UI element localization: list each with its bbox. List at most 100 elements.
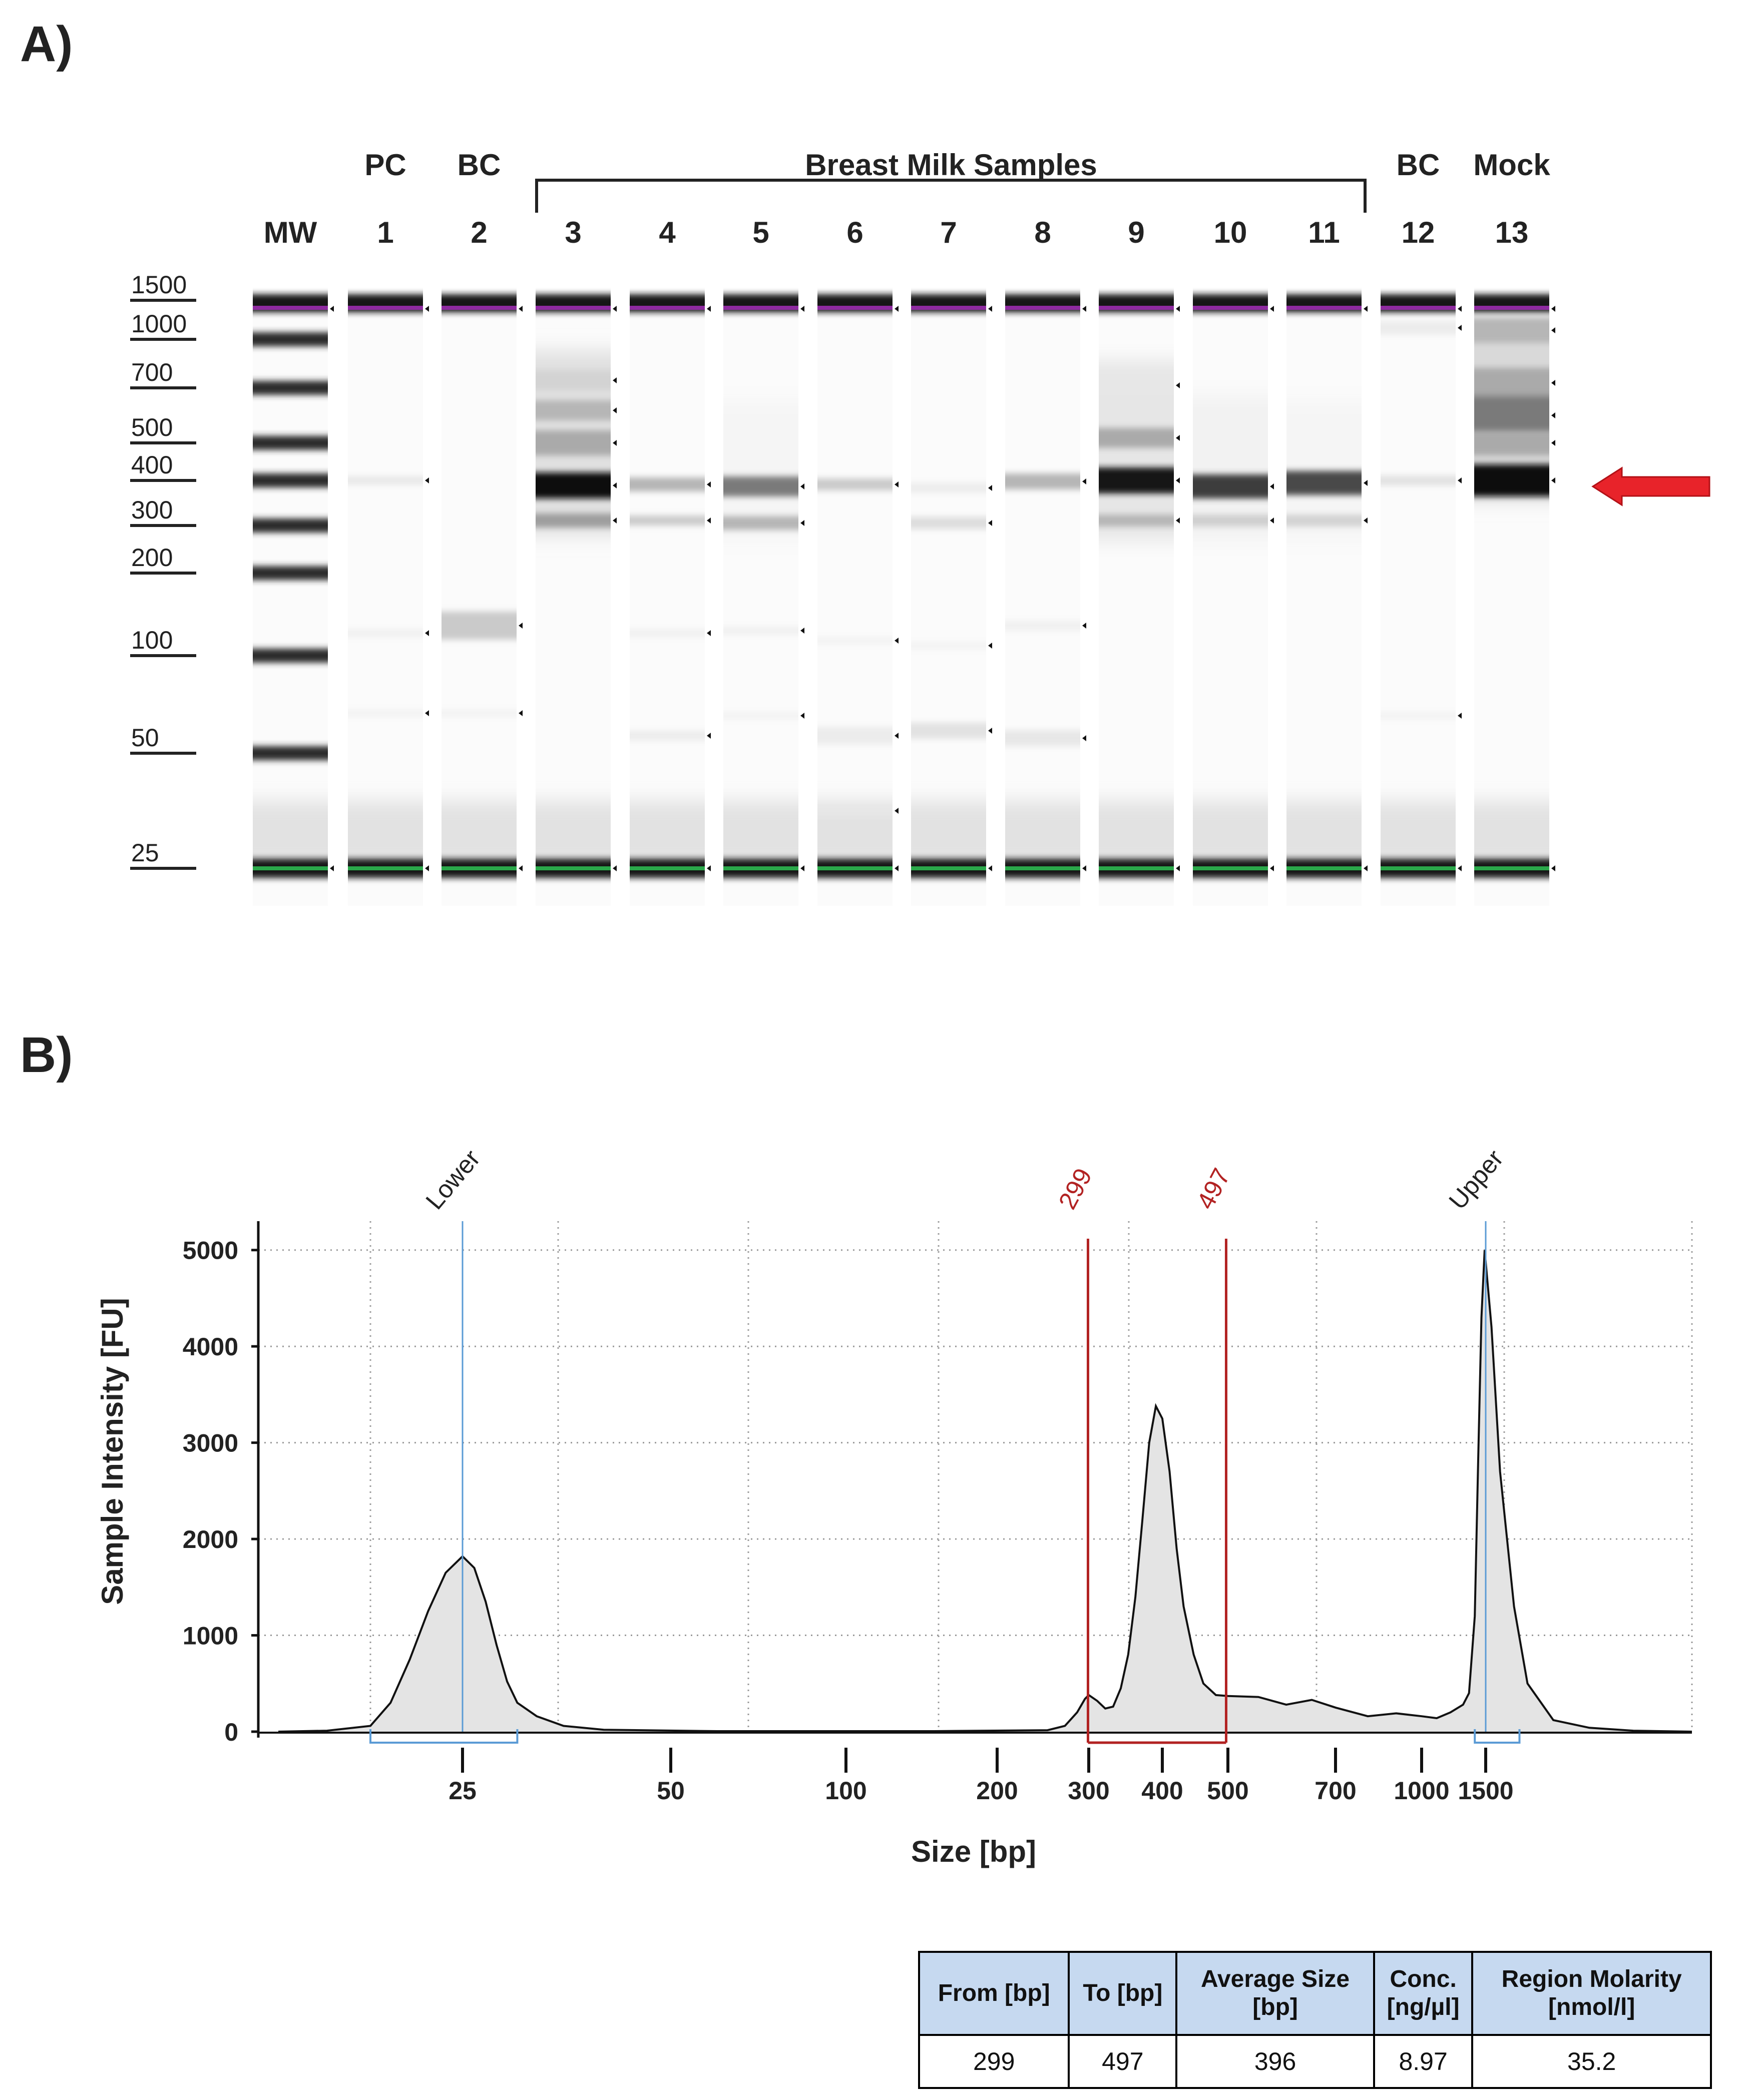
band-arrowhead (1551, 380, 1555, 386)
lower-marker-line (911, 866, 986, 870)
band-arrowhead (1458, 477, 1462, 483)
marker-arrowhead (519, 306, 523, 312)
band-arrowhead (1082, 478, 1086, 484)
lane-number: 12 (1402, 216, 1435, 249)
upper-marker-line (817, 306, 893, 310)
band-arrowhead (613, 482, 617, 488)
panel-b-label: B) (20, 1027, 73, 1083)
bracket-label: Breast Milk Samples (805, 148, 1097, 182)
upper-marker-line (442, 306, 517, 310)
marker-arrowhead (1082, 865, 1086, 871)
panel-a-label: A) (20, 16, 73, 72)
lane-number: 11 (1308, 216, 1340, 249)
x-tick-label: 200 (976, 1777, 1018, 1805)
sample-band (911, 723, 986, 739)
band-arrowhead (613, 377, 617, 383)
upper-marker-line (1286, 306, 1362, 310)
lane-number: MW (264, 216, 317, 249)
sample-band (1099, 375, 1174, 395)
trace-fill (278, 1250, 1692, 1732)
sample-band (442, 709, 517, 717)
sample-lane (1099, 290, 1180, 906)
band-arrowhead (800, 520, 804, 526)
sample-band (1474, 464, 1549, 496)
marker-arrowhead (707, 306, 711, 312)
band-arrowhead (1270, 483, 1274, 489)
marker-arrowhead (1551, 306, 1555, 312)
ladder-band (253, 518, 328, 533)
x-tick-label: 25 (449, 1777, 477, 1805)
band-arrowhead (1551, 327, 1555, 333)
x-tick-label: 1000 (1394, 1777, 1449, 1805)
lower-marker-line (253, 866, 328, 870)
marker-arrowhead (613, 865, 617, 871)
region-table-header: From [bp] To [bp] Average Size [bp] Conc. [ng… (918, 1951, 1712, 2036)
lower-marker-line (1099, 866, 1174, 870)
band-arrowhead (425, 477, 429, 483)
band-arrowhead (425, 710, 429, 716)
region-table: From [bp] To [bp] Average Size [bp] Conc. [ng… (918, 1951, 1712, 2089)
sample-band (1099, 428, 1174, 448)
lower-marker-line (536, 866, 611, 870)
band-arrowhead (1176, 435, 1180, 441)
lane-number: 3 (565, 216, 581, 249)
ladder-label: 200 (131, 544, 173, 572)
marker-arrowhead (613, 306, 617, 312)
band-arrowhead (1551, 412, 1555, 418)
band-arrowhead (707, 481, 711, 487)
band-arrowhead (895, 481, 899, 487)
band-arrowhead (988, 520, 992, 526)
band-arrowhead (707, 517, 711, 523)
band-arrowhead (988, 728, 992, 734)
sample-band (536, 400, 611, 420)
band-arrowhead (895, 808, 899, 814)
plot-gridlines (258, 1221, 1693, 1732)
marker-arrowhead (800, 865, 804, 871)
sample-lane (1193, 290, 1274, 906)
y-tick-label: 2000 (183, 1525, 238, 1553)
gel-lanes (253, 290, 1555, 906)
sample-band (1474, 368, 1549, 398)
lower-marker-line (1286, 866, 1362, 870)
region-label: 299 (1053, 1164, 1098, 1214)
marker-arrowhead (800, 306, 804, 312)
sample-band (1474, 430, 1549, 455)
sample-band (817, 478, 893, 490)
region-table-body: 299 497 396 8.97 35.2 (918, 2034, 1712, 2089)
sample-lane (536, 290, 617, 906)
sample-band (348, 629, 423, 637)
sample-band (1286, 514, 1362, 527)
marker-arrowhead (895, 865, 899, 871)
marker-arrowhead (330, 306, 334, 312)
marker-arrowhead (425, 306, 429, 312)
table-cell: 497 (1068, 2034, 1178, 2089)
lane-number: 4 (659, 216, 676, 249)
band-arrowhead (895, 638, 899, 644)
sample-band (1474, 318, 1549, 343)
marker-arrowhead (1082, 306, 1086, 312)
region-label: 497 (1191, 1164, 1236, 1214)
sample-lane (348, 290, 429, 906)
lane-haze (253, 801, 328, 866)
lower-marker-line (1005, 866, 1080, 870)
band-arrowhead (519, 623, 523, 629)
band-arrowhead (1551, 440, 1555, 446)
lane-haze (630, 801, 705, 866)
ladder-label: 25 (131, 839, 159, 867)
marker-arrowhead (425, 865, 429, 871)
ladder-label: 50 (131, 724, 159, 752)
ladder-band (253, 381, 328, 395)
sample-band (723, 516, 798, 530)
lane-group-label: BC (1397, 148, 1440, 182)
y-tick-label: 4000 (183, 1333, 238, 1361)
ladder-lane (253, 290, 334, 906)
marker-bracket (369, 1729, 519, 1744)
lower-marker-line (817, 866, 893, 870)
upper-marker-line (1099, 306, 1174, 310)
band-arrowhead (1551, 477, 1555, 483)
lane-haze (1005, 801, 1080, 866)
table-cell: 396 (1175, 2034, 1375, 2089)
band-arrowhead (1082, 735, 1086, 741)
table-cell: 299 (918, 2034, 1070, 2089)
marker-arrowhead (1270, 865, 1274, 871)
